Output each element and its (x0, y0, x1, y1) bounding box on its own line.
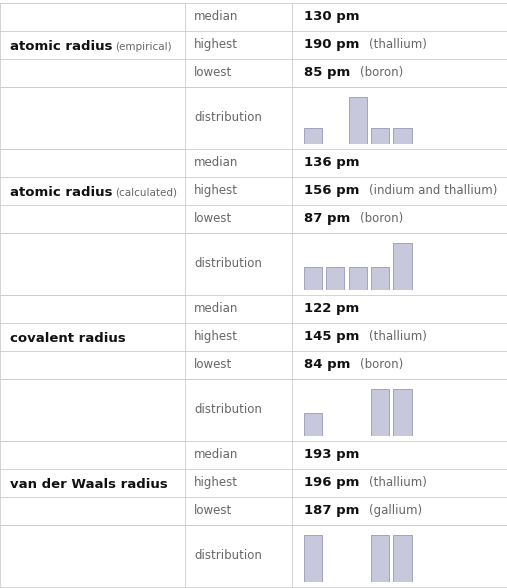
Text: distribution: distribution (194, 403, 262, 416)
Text: (boron): (boron) (360, 212, 403, 225)
Text: lowest: lowest (194, 212, 232, 225)
Text: highest: highest (194, 476, 238, 489)
Bar (393, 129, 412, 144)
Text: 85 pm: 85 pm (304, 66, 359, 79)
Text: 145 pm: 145 pm (304, 330, 369, 343)
Text: 136 pm: 136 pm (304, 156, 369, 169)
Text: atomic radius: atomic radius (10, 40, 113, 54)
Text: (empirical): (empirical) (116, 42, 172, 52)
Text: lowest: lowest (194, 505, 232, 517)
Bar (371, 267, 389, 290)
Bar (371, 536, 389, 582)
Text: (thallium): (thallium) (369, 476, 427, 489)
Text: 187 pm: 187 pm (304, 505, 369, 517)
Text: distribution: distribution (194, 258, 262, 270)
Bar (304, 413, 322, 436)
Text: (boron): (boron) (360, 66, 403, 79)
Text: 130 pm: 130 pm (304, 11, 369, 24)
Bar (304, 129, 322, 144)
Text: median: median (194, 302, 239, 315)
Text: 87 pm: 87 pm (304, 212, 359, 225)
Text: highest: highest (194, 330, 238, 343)
Bar (393, 243, 412, 290)
Bar (393, 389, 412, 436)
Text: 122 pm: 122 pm (304, 302, 369, 315)
Text: distribution: distribution (194, 112, 262, 125)
Text: highest: highest (194, 38, 238, 51)
Text: highest: highest (194, 185, 238, 198)
Text: (boron): (boron) (360, 359, 403, 372)
Text: (calculated): (calculated) (116, 188, 177, 198)
Bar (326, 267, 344, 290)
Text: (indium and thallium): (indium and thallium) (369, 185, 497, 198)
Text: 196 pm: 196 pm (304, 476, 369, 489)
Text: 193 pm: 193 pm (304, 449, 369, 462)
Bar (371, 129, 389, 144)
Text: median: median (194, 11, 239, 24)
Bar (393, 536, 412, 582)
Bar (304, 536, 322, 582)
Text: lowest: lowest (194, 359, 232, 372)
Bar (348, 267, 367, 290)
Text: van der Waals radius: van der Waals radius (10, 478, 168, 491)
Text: 190 pm: 190 pm (304, 38, 369, 51)
Text: covalent radius: covalent radius (10, 332, 126, 345)
Text: atomic radius: atomic radius (10, 186, 113, 199)
Text: distribution: distribution (194, 549, 262, 563)
Text: median: median (194, 449, 239, 462)
Text: (thallium): (thallium) (369, 38, 427, 51)
Bar (348, 98, 367, 144)
Text: median: median (194, 156, 239, 169)
Text: 84 pm: 84 pm (304, 359, 360, 372)
Text: (gallium): (gallium) (369, 505, 422, 517)
Text: 156 pm: 156 pm (304, 185, 369, 198)
Text: (thallium): (thallium) (369, 330, 427, 343)
Bar (371, 389, 389, 436)
Text: lowest: lowest (194, 66, 232, 79)
Bar (304, 267, 322, 290)
